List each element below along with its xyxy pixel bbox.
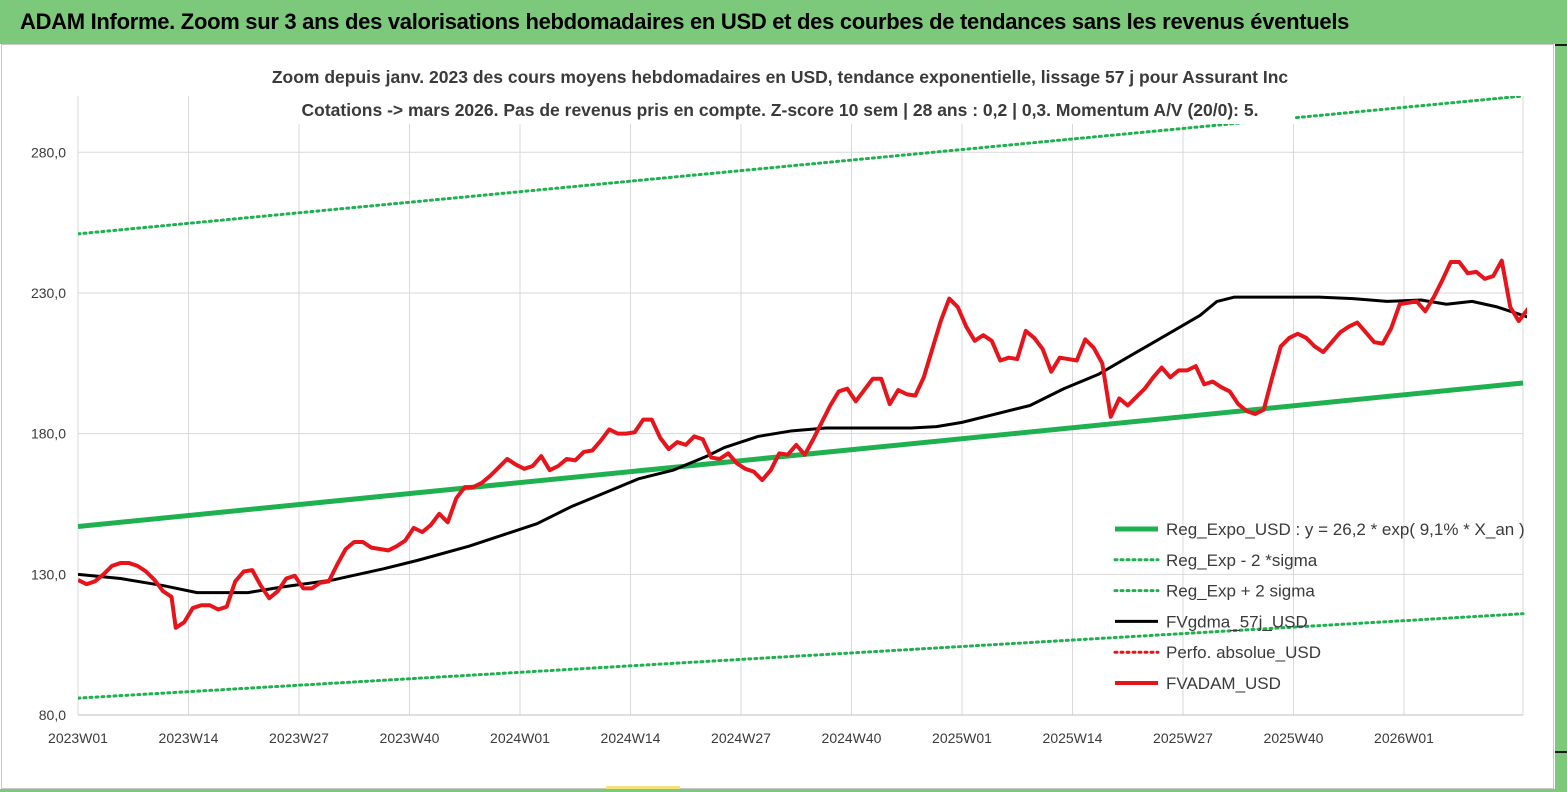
- y-tick-label: 130,0: [31, 566, 66, 582]
- x-tick-label: 2023W01: [48, 730, 108, 746]
- legend-label: Perfo. absolue_USD: [1166, 643, 1321, 662]
- reg-plus-2sigma-line: [78, 96, 1525, 236]
- x-tick-label: 2025W27: [1153, 730, 1213, 746]
- chart-title: Zoom depuis janv. 2023 des cours moyens …: [272, 67, 1289, 87]
- title-background: [294, 62, 1294, 124]
- x-tick-label: 2023W27: [269, 730, 329, 746]
- x-tick-label: 2025W14: [1043, 730, 1103, 746]
- reg-expo-trend-line: [78, 380, 1524, 529]
- report-title: ADAM Informe. Zoom sur 3 ans des valoris…: [20, 9, 1350, 34]
- reg-minus-2sigma-line: [78, 612, 1525, 700]
- right-bar-tick: [1555, 751, 1567, 753]
- fvadam-line: [78, 258, 1527, 630]
- title-layer: Zoom depuis janv. 2023 des cours moyens …: [272, 62, 1294, 124]
- legend-label: Reg_Exp + 2 sigma: [1166, 582, 1315, 601]
- y-tick-label: 280,0: [31, 144, 66, 160]
- chart-subtitle: Cotations -> mars 2026. Pas de revenus p…: [302, 100, 1259, 120]
- x-tick-label: 2026W01: [1374, 730, 1434, 746]
- x-tick-label: 2025W01: [932, 730, 992, 746]
- right-accent-bar: [1555, 44, 1567, 792]
- bottom-accent-bar: [0, 789, 1567, 792]
- report-banner: ADAM Informe. Zoom sur 3 ans des valoris…: [0, 0, 1567, 44]
- legend: Reg_Expo_USD : y = 26,2 * exp( 9,1% * X_…: [1113, 520, 1525, 693]
- bottom-highlight: [606, 786, 680, 789]
- x-tick-label: 2023W40: [380, 730, 440, 746]
- legend-label: FVgdma_57j_USD: [1166, 612, 1308, 631]
- x-tick-label: 2024W40: [822, 730, 882, 746]
- y-tick-label: 80,0: [39, 707, 66, 723]
- fvgdma-line: [78, 295, 1527, 595]
- y-tick-label: 180,0: [31, 426, 66, 442]
- x-tick-label: 2023W14: [159, 730, 219, 746]
- right-bar-tick: [1555, 44, 1567, 46]
- legend-label: Reg_Expo_USD : y = 26,2 * exp( 9,1% * X_…: [1166, 520, 1525, 539]
- x-tick-label: 2024W01: [490, 730, 550, 746]
- legend-label: FVADAM_USD: [1166, 674, 1281, 693]
- legend-label: Reg_Exp - 2 *sigma: [1166, 551, 1318, 570]
- y-tick-label: 230,0: [31, 285, 66, 301]
- x-tick-label: 2024W27: [711, 730, 771, 746]
- x-tick-label: 2024W14: [601, 730, 661, 746]
- x-tick-label: 2025W40: [1264, 730, 1324, 746]
- series-layer: [78, 96, 1527, 700]
- axis-layer: 80,0 130,0 180,0 230,0 280,0 2023W01 2023W14 20…: [31, 144, 1523, 746]
